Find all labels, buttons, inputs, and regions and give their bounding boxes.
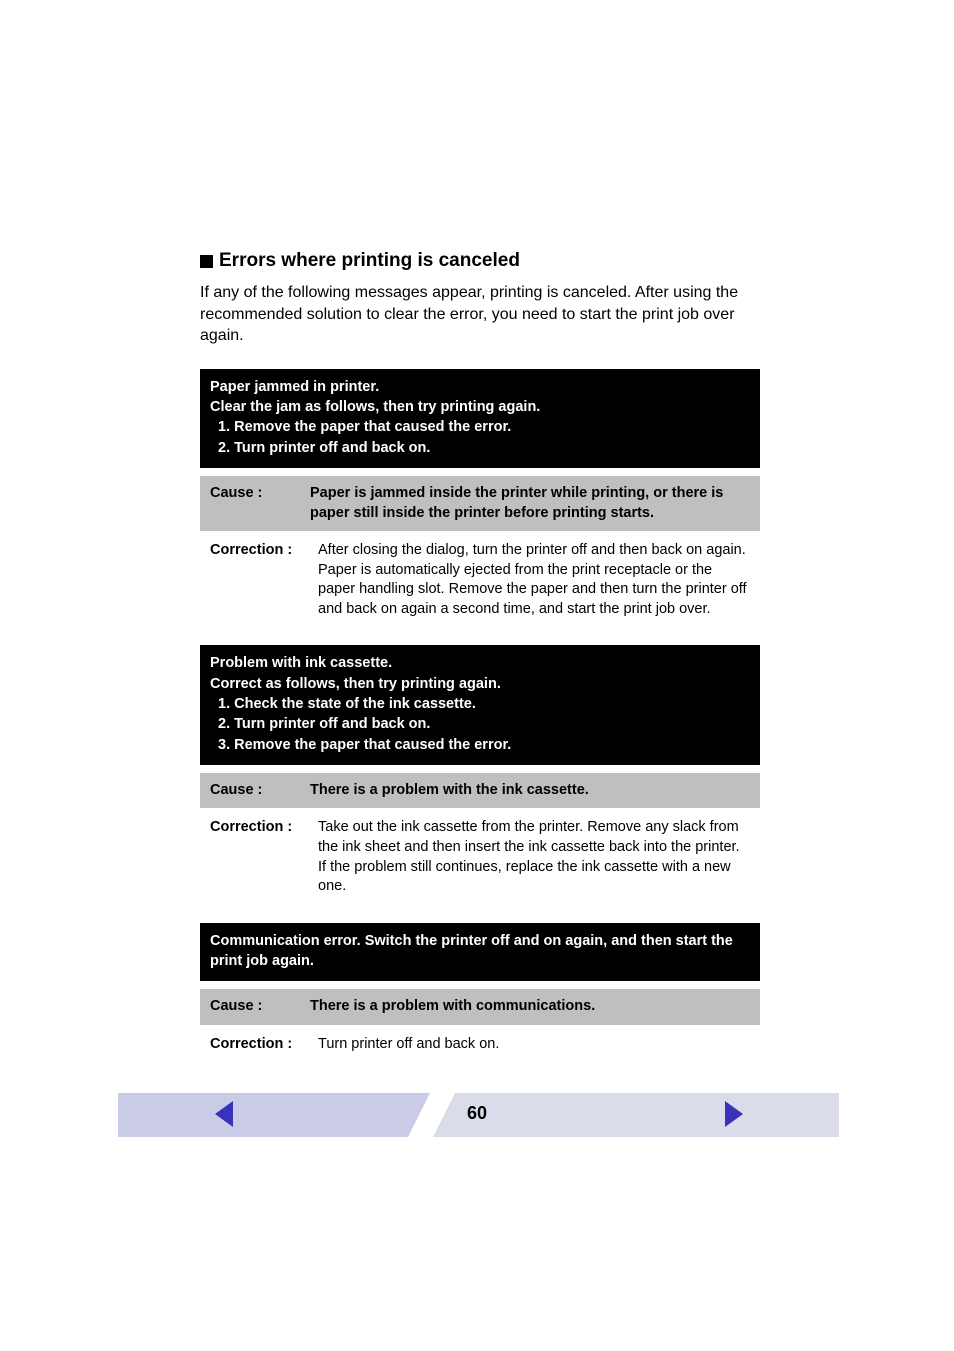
correction-label: Correction : [210, 541, 318, 619]
header-line: Problem with ink cassette. [210, 653, 750, 673]
correction-text: Turn printer off and back on. [318, 1035, 750, 1055]
cause-label: Cause : [210, 781, 310, 801]
section-heading: Errors where printing is canceled [200, 250, 760, 272]
header-line: Clear the jam as follows, then try print… [210, 397, 750, 417]
header-line: Correct as follows, then try printing ag… [210, 674, 750, 694]
header-line: Communication error. Switch the printer … [210, 931, 750, 972]
bullet-square-icon [200, 255, 213, 268]
correction-row: Correction : After closing the dialog, t… [200, 531, 760, 619]
header-line: Paper jammed in printer. [210, 377, 750, 397]
intro-paragraph: If any of the following messages appear,… [200, 282, 760, 347]
correction-label: Correction : [210, 1035, 318, 1055]
page-number: 60 [0, 1103, 954, 1124]
header-step: 1. Check the state of the ink cassette. [210, 694, 750, 714]
spacer [200, 619, 760, 645]
correction-text: Take out the ink cassette from the print… [318, 818, 750, 896]
header-step: 2. Turn printer off and back on. [210, 438, 750, 458]
cause-label: Cause : [210, 997, 310, 1017]
cause-text: There is a problem with the ink cassette… [310, 781, 750, 801]
cause-text: Paper is jammed inside the printer while… [310, 484, 750, 523]
correction-text: After closing the dialog, turn the print… [318, 541, 750, 619]
page-content: Errors where printing is canceled If any… [200, 250, 760, 1054]
cause-row: Cause : Paper is jammed inside the print… [200, 476, 760, 531]
error-header-paper-jam: Paper jammed in printer. Clear the jam a… [200, 369, 760, 468]
header-step: 1. Remove the paper that caused the erro… [210, 417, 750, 437]
spacer [200, 897, 760, 923]
cause-row: Cause : There is a problem with communic… [200, 989, 760, 1025]
header-step: 2. Turn printer off and back on. [210, 714, 750, 734]
error-header-ink-cassette: Problem with ink cassette. Correct as fo… [200, 645, 760, 764]
page-footer: 60 [0, 1085, 954, 1155]
error-header-communication: Communication error. Switch the printer … [200, 923, 760, 982]
correction-label: Correction : [210, 818, 318, 896]
correction-row: Correction : Take out the ink cassette f… [200, 808, 760, 896]
header-step: 3. Remove the paper that caused the erro… [210, 735, 750, 755]
heading-text: Errors where printing is canceled [219, 250, 520, 272]
correction-row: Correction : Turn printer off and back o… [200, 1025, 760, 1055]
cause-text: There is a problem with communications. [310, 997, 750, 1017]
cause-label: Cause : [210, 484, 310, 523]
cause-row: Cause : There is a problem with the ink … [200, 773, 760, 809]
